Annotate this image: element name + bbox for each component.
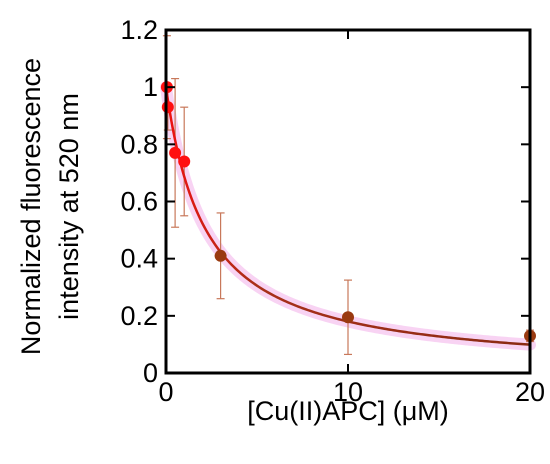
data-point	[342, 311, 354, 324]
y-tick-label: 1	[143, 72, 158, 102]
x-tick-label: 20	[515, 377, 545, 407]
axis-ticks	[165, 29, 531, 374]
y-tick-label: 0.4	[120, 244, 158, 274]
y-tick-label: 0.6	[120, 187, 158, 217]
y-tick-label: 0	[143, 358, 158, 388]
x-axis-title: [Cu(II)APC] (μM)	[247, 396, 449, 426]
y-axis-title-line-1: Normalized fluorescence	[16, 58, 46, 355]
data-point	[214, 249, 227, 262]
y-tick-label: 0.8	[120, 129, 158, 159]
data-point	[169, 146, 182, 159]
y-tick-label: 0.2	[120, 301, 158, 331]
y-axis-title-line-2: intensity at 520 nm	[54, 93, 84, 320]
x-tick-label: 0	[158, 377, 173, 407]
x-tick-label: 10	[333, 377, 363, 407]
y-tick-label: 1.2	[120, 15, 158, 45]
error-bars	[162, 35, 534, 356]
data-point	[161, 101, 174, 114]
axis-tick-labels: 0 0.2 0.4 0.6 0.8 1 1.2 0 10 20	[120, 15, 545, 407]
data-point	[178, 155, 191, 168]
